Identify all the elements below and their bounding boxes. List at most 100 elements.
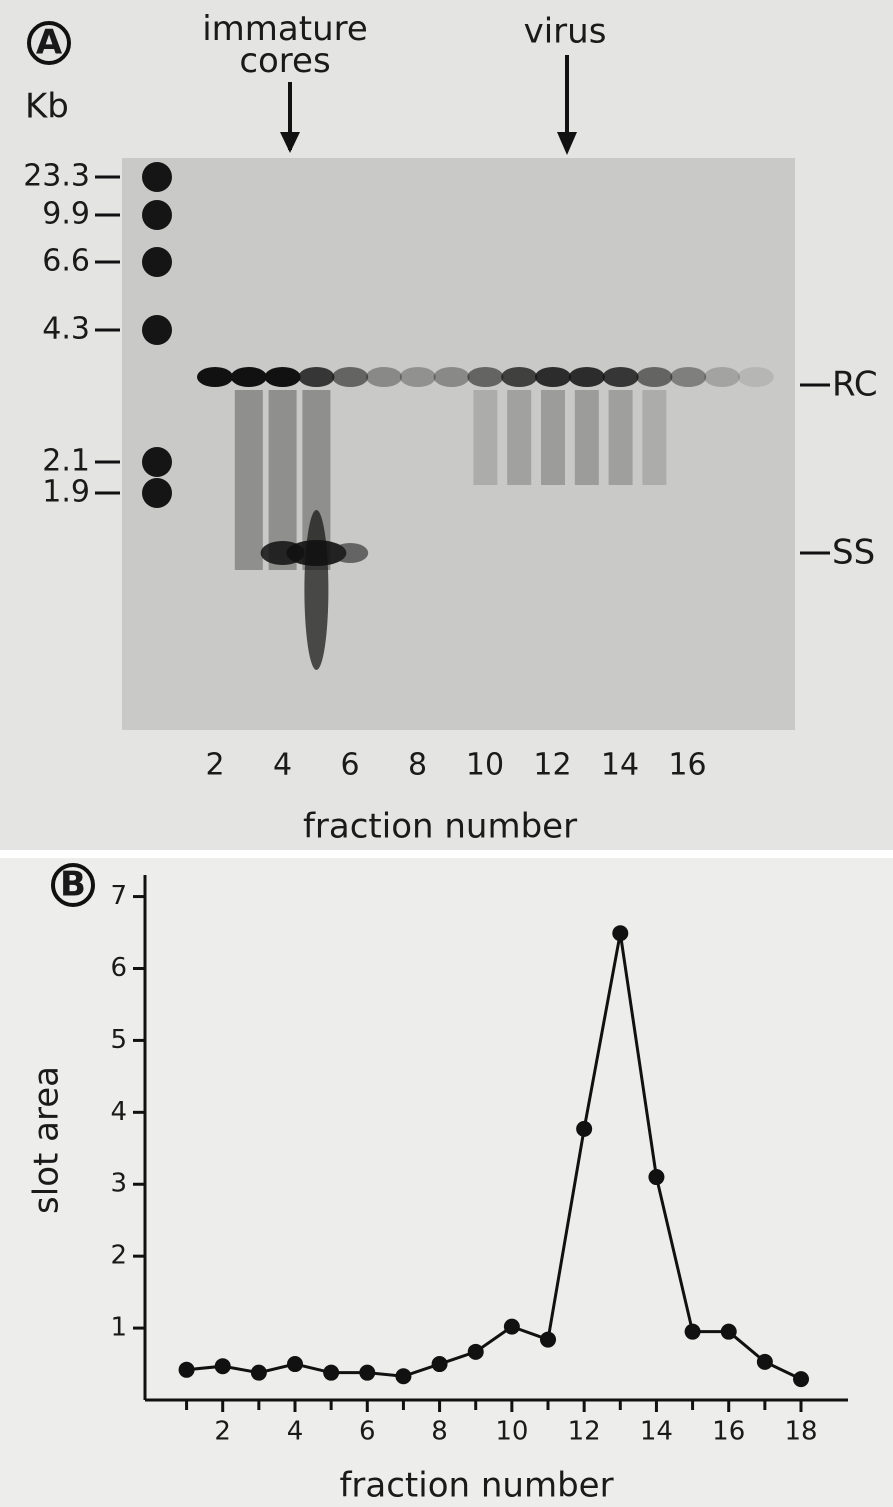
y-axis-label: slot area [27, 1066, 67, 1214]
smear [304, 510, 329, 670]
smear [268, 390, 297, 570]
rc-band [636, 367, 673, 387]
marker-band [142, 247, 172, 277]
arrowhead [280, 132, 300, 153]
x-axis-label: fraction number [339, 1466, 613, 1506]
panel-label-circle [27, 21, 71, 65]
panel-divider [0, 850, 893, 858]
rc-band [568, 367, 605, 387]
data-point [720, 1323, 737, 1340]
marker-band [142, 447, 172, 477]
x-tick-label: 10 [495, 1417, 528, 1447]
x-axis-label: fraction number [303, 807, 577, 847]
data-point [756, 1353, 773, 1370]
rc-band [332, 367, 369, 387]
size-marker-label: 4.3 [42, 312, 90, 347]
marker-band [142, 315, 172, 345]
marker-band [142, 162, 172, 192]
gel-bands [142, 162, 774, 670]
gel [122, 158, 795, 730]
data-point [250, 1364, 267, 1381]
y-tick-label: 4 [110, 1097, 127, 1127]
size-unit: Kb [25, 87, 69, 127]
y-tick-label: 5 [110, 1025, 127, 1055]
data-point [178, 1361, 195, 1378]
x-tick-label: 14 [640, 1417, 673, 1447]
data-point [214, 1358, 231, 1375]
rc-band [298, 367, 335, 387]
size-marker-label: 9.9 [42, 197, 90, 232]
data-point [540, 1331, 557, 1348]
x-tick-label: 6 [359, 1417, 376, 1447]
smear [574, 390, 599, 485]
data-point [323, 1364, 340, 1381]
lane-label: 2 [205, 748, 224, 783]
rc-band [366, 367, 402, 387]
data-point [684, 1323, 701, 1340]
smear [234, 390, 263, 570]
data-point [793, 1371, 810, 1388]
smear [473, 390, 498, 485]
lane-label: 14 [601, 748, 639, 783]
lane-label: 10 [466, 748, 504, 783]
rc-band [602, 367, 639, 387]
band-label: SS [832, 533, 875, 573]
data-point [648, 1169, 665, 1186]
size-marker-label: 6.6 [42, 244, 90, 279]
rc-band [197, 367, 233, 387]
arrow-label: virus [524, 12, 607, 52]
rc-band [535, 367, 571, 387]
marker-band [142, 478, 172, 508]
panel-label-circle [51, 863, 95, 907]
y-tick-label: 6 [110, 953, 127, 983]
arrowhead [557, 132, 577, 155]
smear [507, 390, 532, 485]
rc-band [399, 367, 436, 387]
data-point [286, 1356, 303, 1373]
data-point [359, 1364, 376, 1381]
y-tick-label: 7 [110, 881, 127, 911]
data-point [467, 1343, 484, 1360]
panel-label: B [60, 865, 86, 905]
panel-label: A [36, 23, 63, 63]
data-point [431, 1356, 448, 1373]
x-tick-label: 12 [568, 1417, 601, 1447]
marker-band [142, 200, 172, 230]
rc-band [737, 367, 774, 387]
data-point [395, 1368, 412, 1385]
size-marker-label: 23.3 [23, 159, 90, 194]
x-tick-label: 4 [287, 1417, 304, 1447]
smear [541, 390, 565, 485]
arrow-label: immature cores [202, 9, 368, 81]
y-tick-label: 2 [110, 1241, 127, 1271]
x-tick-label: 8 [431, 1417, 448, 1447]
rc-band [230, 367, 267, 387]
data-point [612, 925, 629, 942]
y-tick-label: 1 [110, 1313, 127, 1343]
x-tick-label: 18 [784, 1417, 817, 1447]
rc-band [467, 367, 504, 387]
lane-label: 4 [273, 748, 292, 783]
rc-band [264, 367, 301, 387]
data-point [576, 1120, 593, 1137]
lane-label: 6 [340, 748, 359, 783]
size-marker-label: 2.1 [42, 444, 90, 479]
rc-band [501, 367, 538, 387]
rc-band [433, 367, 470, 387]
smear [608, 390, 633, 485]
rc-band [704, 367, 740, 387]
x-tick-label: 16 [712, 1417, 745, 1447]
x-tick-label: 2 [214, 1417, 231, 1447]
lane-label: 12 [533, 748, 571, 783]
panel-b-background [0, 858, 893, 1507]
band-label: RC [832, 365, 878, 405]
lane-label: 8 [408, 748, 427, 783]
data-point [503, 1318, 520, 1335]
y-tick-label: 3 [110, 1169, 127, 1199]
rc-band [670, 367, 707, 387]
ss-band [332, 543, 369, 563]
